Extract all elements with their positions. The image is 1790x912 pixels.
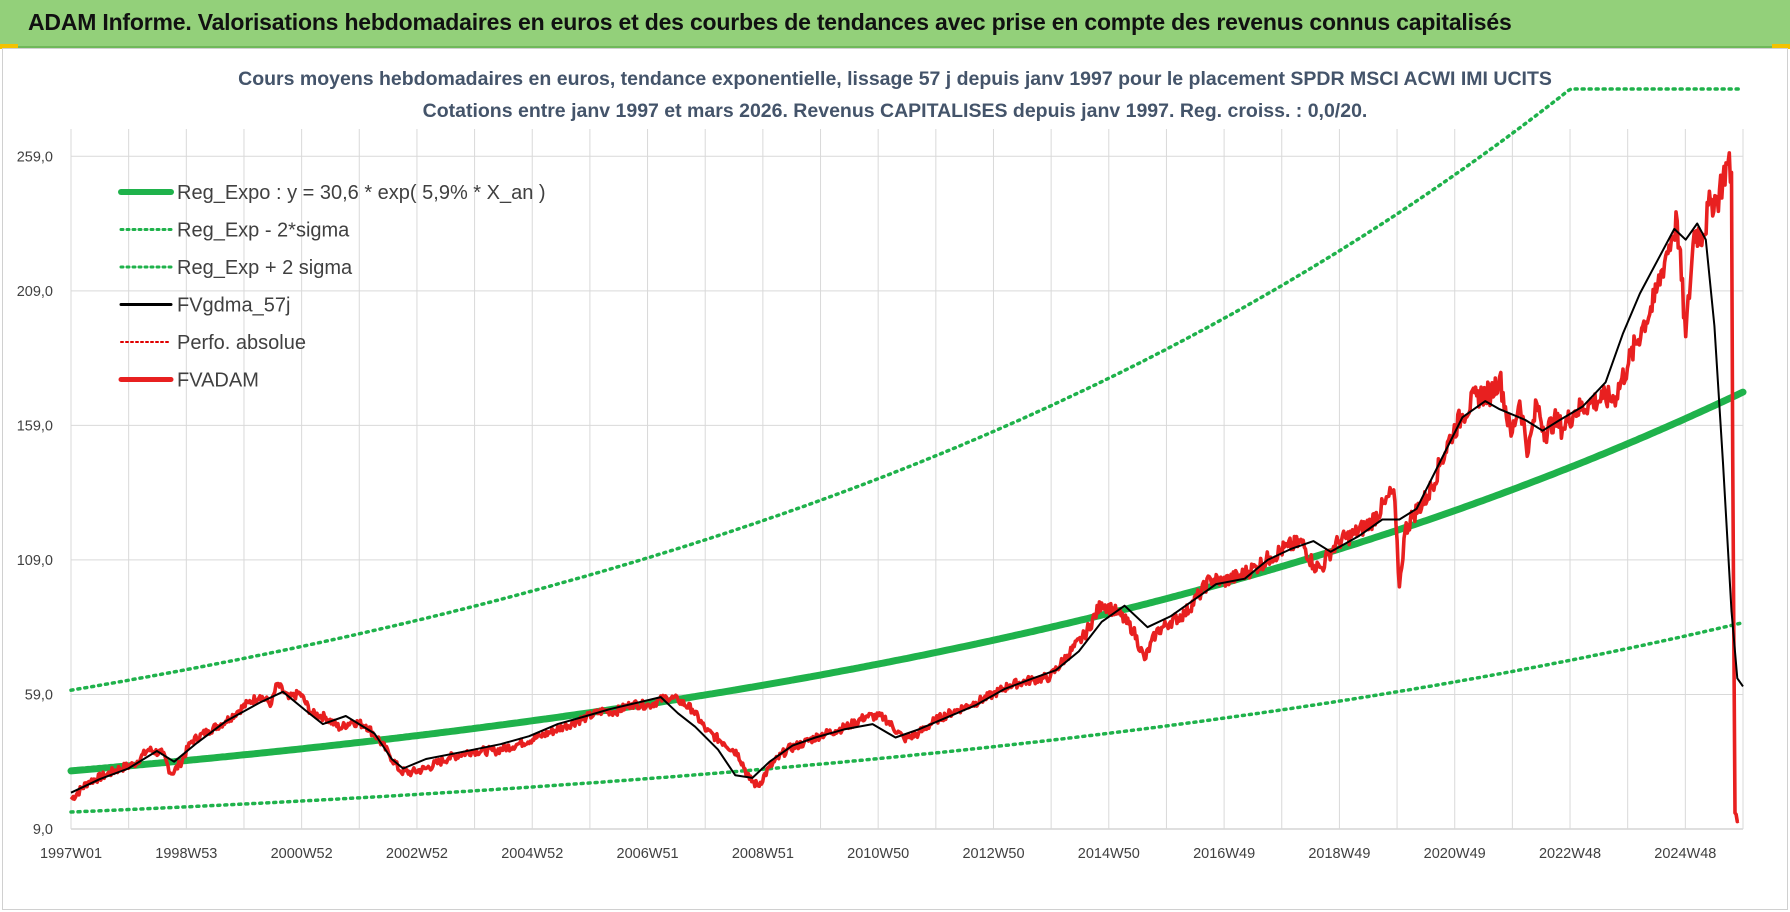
x-tick-label: 2014W50 (1078, 846, 1140, 862)
y-tick-label: 159,0 (17, 418, 53, 434)
chart-area: 9,0 59,0 109,0 159,0 209,0 259,0 1997W01 1998W5… (2, 48, 1788, 910)
x-tick-label: 1997W01 (40, 846, 102, 862)
corner-marker (1772, 44, 1790, 49)
chart-title: Cours moyens hebdomadaires en euros, ten… (238, 68, 1552, 90)
x-tick-label: 2018W49 (1308, 846, 1370, 862)
legend: Reg_Expo : y = 30,6 * exp( 5,9% * X_an )… (118, 182, 546, 392)
x-tick-label: 2008W51 (732, 846, 794, 862)
series-reg-exp-minus-2sigma (69, 620, 1745, 814)
chart-svg: 9,0 59,0 109,0 159,0 209,0 259,0 1997W01 1998W5… (17, 68, 1747, 862)
x-tick-label: 2010W50 (847, 846, 909, 862)
header-title: ADAM Informe. Valorisations hebdomadaire… (28, 9, 1512, 35)
series-fvgdma-57j (70, 222, 1744, 794)
legend-label: FVADAM (177, 370, 259, 392)
x-tick-label: 2000W52 (271, 846, 333, 862)
y-tick-label: 59,0 (25, 687, 53, 703)
tick-labels: 9,0 59,0 109,0 159,0 209,0 259,0 1997W01 1998W5… (17, 149, 1717, 862)
series-reg-expo (67, 388, 1747, 775)
x-tick-label: 1998W53 (155, 846, 217, 862)
x-tick-label: 2006W51 (617, 846, 679, 862)
corner-marker (0, 44, 18, 49)
x-tick-label: 2020W49 (1424, 846, 1486, 862)
legend-label: Reg_Exp + 2 sigma (177, 257, 353, 279)
series-fvadam (69, 151, 1740, 824)
x-tick-label: 2012W50 (962, 846, 1024, 862)
y-tick-label: 259,0 (17, 149, 53, 165)
y-tick-label: 209,0 (17, 284, 53, 300)
x-tick-label: 2024W48 (1654, 846, 1716, 862)
chart-subtitle: Cotations entre janv 1997 et mars 2026. … (423, 100, 1368, 122)
x-tick-label: 2004W52 (501, 846, 563, 862)
legend-label: Reg_Exp - 2*sigma (177, 220, 350, 242)
grid (70, 129, 1744, 830)
legend-label: Reg_Expo : y = 30,6 * exp( 5,9% * X_an ) (177, 182, 546, 204)
x-tick-label: 2022W48 (1539, 846, 1601, 862)
legend-label: FVgdma_57j (177, 295, 290, 317)
header-banner: ADAM Informe. Valorisations hebdomadaire… (0, 0, 1790, 48)
y-tick-label: 9,0 (33, 822, 53, 838)
series-reg-exp-plus-2sigma (69, 87, 1745, 692)
x-tick-label: 2002W52 (386, 846, 448, 862)
x-tick-label: 2016W49 (1193, 846, 1255, 862)
y-tick-label: 109,0 (17, 553, 53, 569)
legend-label: Perfo. absolue (177, 332, 306, 354)
series-layer (67, 87, 1747, 824)
